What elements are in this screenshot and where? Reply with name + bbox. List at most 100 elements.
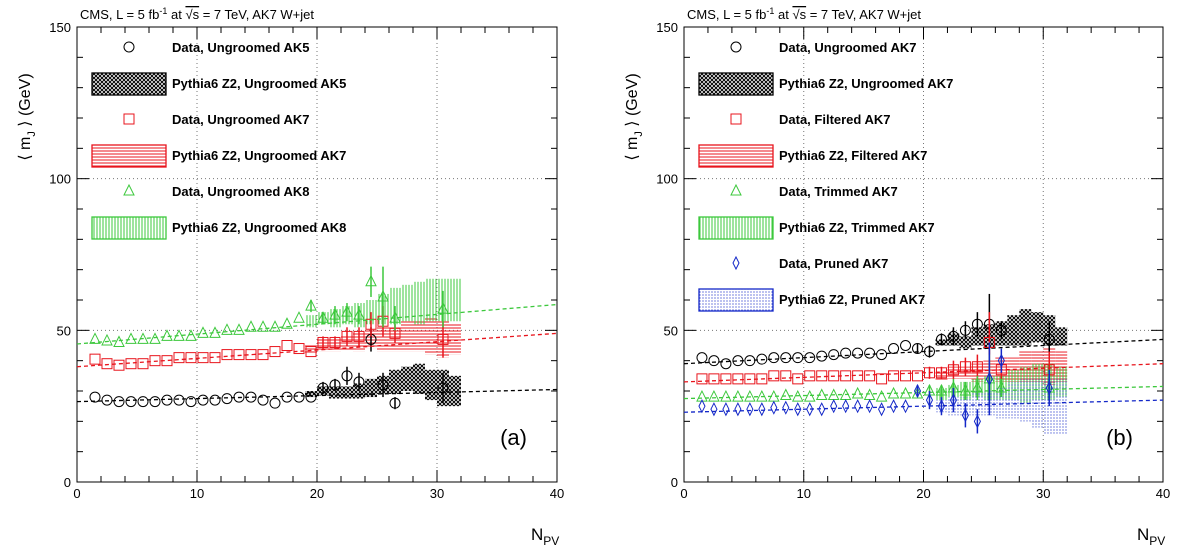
y-axis-label-tail: ⟩ (GeV) bbox=[624, 73, 641, 131]
data-point bbox=[341, 330, 353, 342]
data-point bbox=[125, 358, 137, 370]
x-tick-label: 20 bbox=[916, 486, 930, 501]
data-point bbox=[876, 373, 888, 385]
data-point bbox=[389, 397, 401, 409]
data-point bbox=[341, 305, 353, 317]
data-point bbox=[804, 352, 816, 364]
y-axis-label-sub: J bbox=[633, 131, 645, 137]
legend-label: Data, Ungroomed AK7 bbox=[779, 40, 916, 55]
data-point bbox=[161, 394, 173, 406]
x-axis-label: NPV bbox=[531, 525, 559, 548]
data-point bbox=[257, 349, 269, 361]
data-point bbox=[935, 383, 948, 396]
data-point bbox=[269, 397, 281, 409]
legend-label: Pythia6 Z2, Ungroomed AK8 bbox=[172, 220, 346, 235]
data-point bbox=[840, 347, 852, 359]
y-axis-label-tail: ⟩ (GeV) bbox=[17, 73, 34, 131]
panel-a: 0 10 20 30 40 0 50 100 150 CMS, L = 5 fb-1 at √s … bbox=[17, 6, 564, 548]
data-point bbox=[329, 308, 341, 320]
data-point bbox=[197, 352, 209, 364]
mc-band-bin bbox=[971, 391, 984, 416]
data-point bbox=[245, 320, 257, 332]
data-point bbox=[221, 349, 233, 361]
mc-band-bin bbox=[341, 386, 353, 399]
data-point bbox=[720, 373, 732, 385]
data-point bbox=[257, 394, 269, 406]
data-point bbox=[353, 330, 365, 342]
data-series bbox=[683, 342, 1164, 434]
data-point bbox=[89, 332, 101, 344]
data-point bbox=[365, 274, 377, 287]
mc-band-bin bbox=[401, 321, 413, 352]
data-point bbox=[101, 333, 113, 346]
header-text: = 7 TeV, AK7 W+jet bbox=[806, 7, 921, 22]
x-axis-label-main: N bbox=[531, 525, 543, 544]
data-point bbox=[971, 380, 984, 393]
data-point bbox=[269, 320, 281, 332]
data-point bbox=[985, 371, 993, 386]
data-point bbox=[209, 326, 221, 338]
legend-marker bbox=[730, 113, 742, 125]
mc-band-bin bbox=[1055, 378, 1068, 434]
data-point bbox=[899, 386, 912, 399]
data-point bbox=[113, 335, 125, 347]
mc-band-bin bbox=[1007, 381, 1020, 419]
data-point bbox=[780, 352, 792, 364]
data-point bbox=[389, 311, 401, 323]
y-axis-label: ⟨ mJ ⟩ (GeV) bbox=[17, 73, 38, 160]
data-point bbox=[233, 323, 245, 335]
data-point bbox=[973, 414, 981, 429]
data-point bbox=[209, 394, 221, 406]
data-point bbox=[912, 343, 924, 355]
data-point bbox=[185, 352, 197, 364]
header-superscript: -1 bbox=[766, 6, 774, 16]
data-point bbox=[794, 402, 802, 417]
chart-header: CMS, L = 5 fb-1 at √s = 7 TeV, AK7 W+jet bbox=[80, 6, 314, 22]
x-tick-label: 40 bbox=[1156, 486, 1170, 501]
data-point bbox=[161, 355, 173, 367]
data-point bbox=[792, 373, 804, 385]
legend-marker bbox=[123, 183, 135, 196]
panel-label: (a) bbox=[500, 425, 527, 450]
data-point bbox=[779, 388, 792, 401]
mc-band-bin bbox=[413, 321, 425, 352]
mc-band-bin bbox=[1043, 378, 1056, 434]
data-point bbox=[293, 311, 305, 323]
data-point bbox=[923, 346, 935, 358]
data-point bbox=[341, 370, 353, 382]
legend-swatch bbox=[698, 216, 774, 240]
panel-label: (b) bbox=[1106, 425, 1133, 450]
y-tick-label: 0 bbox=[64, 475, 71, 490]
data-point bbox=[698, 399, 706, 414]
data-point bbox=[890, 399, 898, 414]
data-point bbox=[197, 326, 209, 338]
y-tick-label: 50 bbox=[57, 323, 71, 338]
data-point bbox=[887, 386, 900, 399]
legend-label: Pythia6 Z2, Ungroomed AK5 bbox=[172, 76, 346, 91]
legend-swatch bbox=[698, 144, 774, 168]
data-point bbox=[816, 350, 828, 362]
data-point bbox=[900, 370, 912, 382]
data-point bbox=[852, 347, 864, 359]
data-series bbox=[76, 327, 558, 410]
mc-band-bin bbox=[305, 391, 317, 398]
legend-swatch bbox=[91, 216, 167, 240]
data-point bbox=[815, 388, 828, 401]
data-point bbox=[113, 359, 125, 371]
data-point bbox=[149, 332, 161, 344]
data-point bbox=[876, 349, 888, 361]
legend-label: Pythia6 Z2, Pruned AK7 bbox=[779, 292, 925, 307]
data-point bbox=[708, 389, 720, 402]
data-point bbox=[209, 352, 221, 364]
data-point bbox=[281, 340, 293, 351]
legend: Data, Ungroomed AK7 Pythia6 Z2, Ungroomed… bbox=[698, 40, 953, 312]
data-series bbox=[76, 266, 558, 347]
mc-band-bin bbox=[959, 336, 972, 349]
x-tick-label: 0 bbox=[73, 486, 80, 501]
data-point bbox=[173, 329, 185, 341]
data-point bbox=[935, 367, 947, 379]
x-tick-label: 10 bbox=[797, 486, 811, 501]
chart-header: CMS, L = 5 fb-1 at √s = 7 TeV, AK7 W+jet bbox=[687, 6, 921, 22]
data-point bbox=[149, 355, 161, 367]
data-point bbox=[756, 353, 768, 365]
